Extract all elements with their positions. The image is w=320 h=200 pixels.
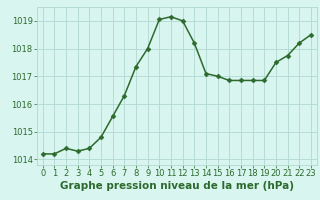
X-axis label: Graphe pression niveau de la mer (hPa): Graphe pression niveau de la mer (hPa): [60, 181, 294, 191]
